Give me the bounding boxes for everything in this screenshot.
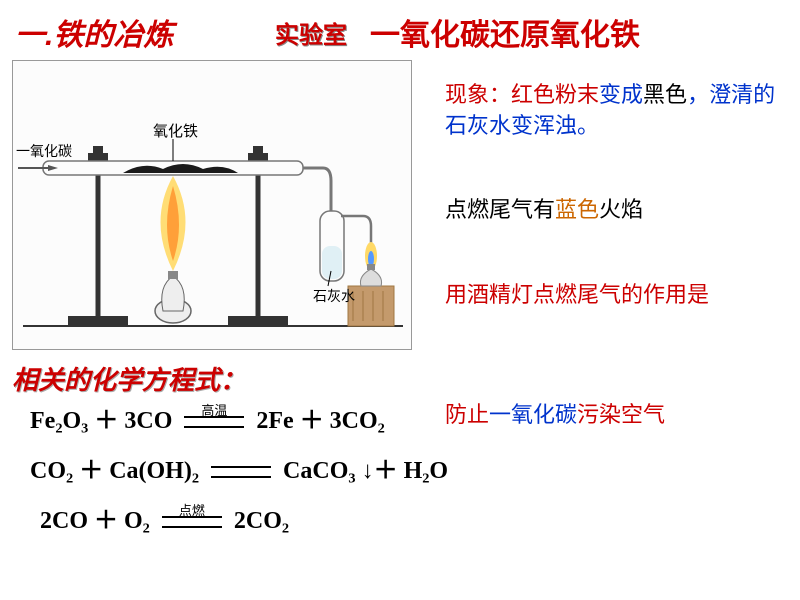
- p1b: 变成: [599, 82, 643, 107]
- a3: 污染空气: [577, 402, 665, 427]
- phenomena-block: 现象：红色粉末变成黑色，澄清的石灰水变浑浊。: [445, 80, 785, 142]
- equation-3: 2CO ＋ O₂ 点燃 2CO₂: [40, 500, 289, 535]
- apparatus-svg: 一氧化碳 氧化铁 石灰水: [13, 61, 413, 351]
- eq2-lhs: CO₂ ＋ Ca(OH)₂: [30, 458, 199, 484]
- answer-block: 防止一氧化碳污染空气: [445, 400, 795, 431]
- title-left: 一.铁的冶炼: [15, 10, 173, 54]
- equation-2: CO₂ ＋ Ca(OH)₂ CaCO₃ ↓＋ H₂O: [30, 450, 448, 485]
- eq1-cond: 高温: [184, 400, 244, 419]
- eq1-arrow: 高温: [184, 416, 244, 428]
- eq3-cond: 点燃: [162, 500, 222, 519]
- p1a: 红色粉末: [511, 82, 599, 107]
- a2: 一氧化碳: [489, 402, 577, 427]
- question-block: 用酒精灯点燃尾气的作用是: [445, 280, 785, 311]
- experiment-diagram: 一氧化碳 氧化铁 石灰水: [12, 60, 412, 350]
- eq3-arrow: 点燃: [162, 516, 222, 528]
- label-co: 一氧化碳: [16, 143, 72, 159]
- eq2-rhs: CaCO₃ ↓＋ H₂O: [283, 458, 448, 484]
- equations-label: 相关的化学方程式：: [12, 360, 246, 397]
- title-mid: 实验室: [275, 15, 347, 50]
- title-right: 一氧化碳还原氧化铁: [370, 10, 640, 54]
- a1: 防止: [445, 402, 489, 427]
- p2a: 点燃尾气有: [445, 197, 555, 222]
- eq3-rhs: 2CO₂: [234, 508, 289, 534]
- label-fe2o3: 氧化铁: [153, 123, 198, 140]
- eq2-arrow: [211, 466, 271, 478]
- equation-1: Fe₂O₃ ＋ 3CO 高温 2Fe ＋ 3CO₂: [30, 400, 385, 435]
- eq3-lhs: 2CO ＋ O₂: [40, 508, 150, 534]
- flame-block: 点燃尾气有蓝色火焰: [445, 195, 785, 226]
- phenomena-label: 现象：: [445, 82, 511, 107]
- eq1-rhs: 2Fe ＋ 3CO₂: [256, 408, 385, 434]
- p2c: 火焰: [599, 197, 643, 222]
- label-limewater: 石灰水: [313, 288, 355, 304]
- p1c: 黑色: [643, 82, 687, 107]
- eq1-lhs: Fe₂O₃ ＋ 3CO: [30, 408, 172, 434]
- p2b: 蓝色: [555, 197, 599, 222]
